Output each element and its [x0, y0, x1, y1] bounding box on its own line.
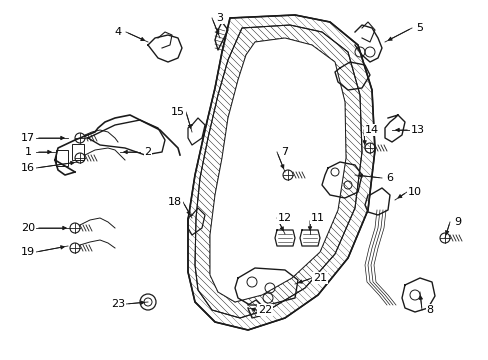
- Text: 2: 2: [144, 147, 151, 157]
- Text: 15: 15: [171, 107, 184, 117]
- Bar: [56, 150, 68, 166]
- Text: 7: 7: [281, 147, 288, 157]
- Text: 3: 3: [216, 13, 223, 23]
- Text: 22: 22: [257, 305, 271, 315]
- Polygon shape: [187, 15, 374, 330]
- Text: 8: 8: [426, 305, 433, 315]
- Text: 1: 1: [24, 147, 31, 157]
- Polygon shape: [209, 38, 346, 302]
- Polygon shape: [209, 38, 346, 302]
- Polygon shape: [209, 38, 346, 302]
- Text: 18: 18: [167, 197, 182, 207]
- Text: 4: 4: [114, 27, 122, 37]
- Bar: [72, 144, 84, 160]
- Text: 12: 12: [277, 213, 291, 223]
- Text: 5: 5: [416, 23, 423, 33]
- Text: 13: 13: [410, 125, 424, 135]
- Text: 11: 11: [310, 213, 325, 223]
- Text: 19: 19: [21, 247, 35, 257]
- Text: 14: 14: [364, 125, 378, 135]
- Text: 16: 16: [21, 163, 35, 173]
- Text: 23: 23: [111, 299, 125, 309]
- Text: 10: 10: [407, 187, 421, 197]
- Text: 6: 6: [386, 173, 393, 183]
- Text: 17: 17: [21, 133, 35, 143]
- Text: 9: 9: [453, 217, 461, 227]
- Text: 21: 21: [312, 273, 326, 283]
- Text: 20: 20: [21, 223, 35, 233]
